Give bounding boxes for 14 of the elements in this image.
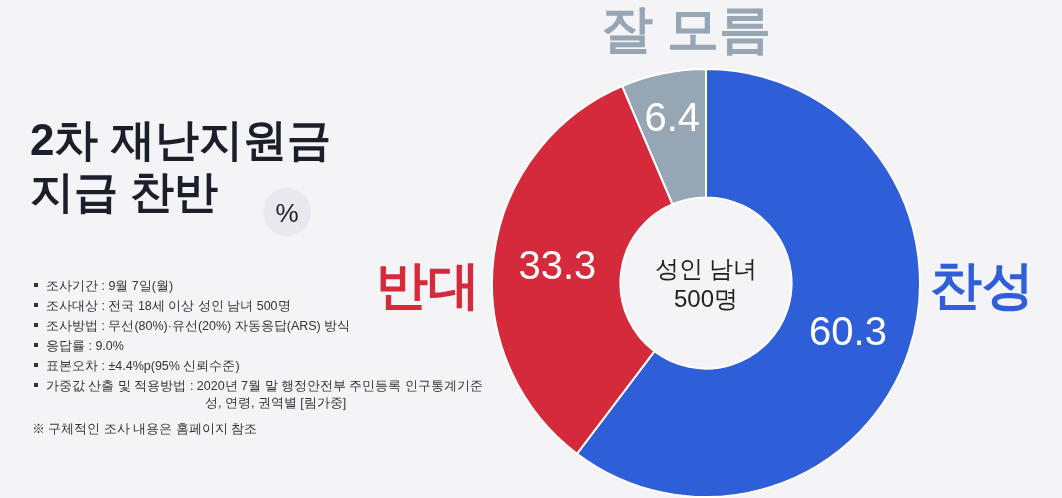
text: 조사기간 : 9월 7일(월) [46,279,174,293]
data-label: 33.3 [518,242,597,287]
text: 조사대상 : 전국 18세 이상 성인 남녀 500명 [46,299,291,313]
slice-label: 잘 모름 [600,0,772,58]
data-label: 60.3 [809,308,887,353]
text: 성인 남녀 500명 [654,255,758,312]
text: 가중값 산출 및 적용방법 : 2020년 7월 말 행정안전부 주민등록 인구통계기준 성, 연령, 권역별 [림가중] [46,379,483,410]
data-label: 6.4 [644,95,701,140]
text: 조사방법 : 무선(80%)·유선(20%) 자동응답(ARS) 방식 [46,319,351,333]
text: 표본오차 : ±4.4%p(95% 신뢰수준) [46,359,240,373]
slice-label: 찬성 [930,256,1034,314]
text: ※ 구체적인 조사 내용은 홈페이지 참조 [32,422,258,436]
slice-label: 반대 [376,256,480,314]
text: 응답률 : 9.0% [46,339,124,353]
